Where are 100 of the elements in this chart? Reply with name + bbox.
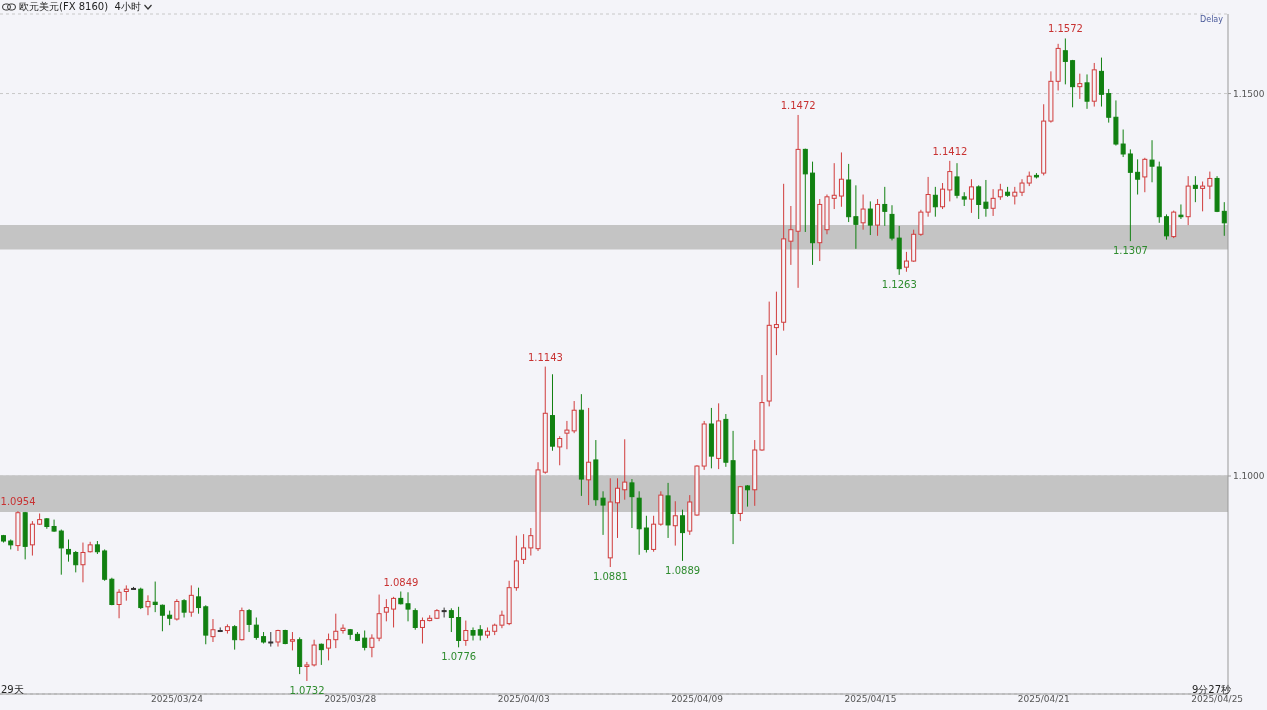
candlestick xyxy=(672,500,678,547)
candlestick xyxy=(1135,158,1141,196)
candlestick xyxy=(152,581,158,613)
annotation: 9分27秒 xyxy=(1192,683,1232,696)
candlestick xyxy=(773,291,779,356)
annotation: 1.1307 xyxy=(1112,245,1148,257)
candlestick xyxy=(882,186,888,227)
annotation: 1.1472 xyxy=(780,99,816,111)
candlestick xyxy=(246,608,252,633)
candlestick xyxy=(571,400,577,434)
x-tick-label: 2025/03/24 xyxy=(151,694,204,705)
candlestick xyxy=(1098,57,1104,108)
annotation: 1.0889 xyxy=(665,565,701,577)
candlestick xyxy=(528,527,534,557)
candlestick xyxy=(643,515,649,553)
candlestick xyxy=(383,598,389,622)
candlestick xyxy=(138,587,144,610)
candlestick xyxy=(976,184,982,220)
x-tick-label: 2025/04/25 xyxy=(1191,694,1244,705)
x-tick-label: 2025/03/28 xyxy=(324,694,377,705)
candlestick xyxy=(954,162,960,199)
candlestick xyxy=(405,591,411,622)
chart-title: 欧元美元(FX 8160) 4小时 xyxy=(19,0,141,14)
candlestick xyxy=(80,542,86,583)
candlestick xyxy=(210,618,216,643)
x-tick-label: 2025/04/15 xyxy=(844,694,897,705)
candlestick xyxy=(253,617,259,641)
candlestick xyxy=(745,484,751,508)
candlestick xyxy=(831,162,837,210)
annotation: 1.1572 xyxy=(1047,23,1083,35)
candlestick xyxy=(51,519,57,533)
candlestick xyxy=(1200,181,1206,212)
candlestick xyxy=(983,179,989,218)
candlestick xyxy=(1149,139,1155,183)
annotation: 1.0776 xyxy=(441,651,477,663)
annotation: 1.0881 xyxy=(592,571,628,583)
candlestick xyxy=(1178,203,1184,220)
candlestick xyxy=(174,598,180,622)
candlestick xyxy=(947,160,953,202)
candlestick xyxy=(145,594,151,616)
candlestick xyxy=(680,509,686,562)
candlestick xyxy=(615,477,620,539)
candlestick xyxy=(860,194,866,231)
x-tick-label: 2025/04/03 xyxy=(497,694,550,705)
candlestick xyxy=(940,182,946,210)
candlestick xyxy=(333,613,339,649)
candlestick xyxy=(1106,88,1112,124)
candlestick xyxy=(73,550,79,573)
candlestick xyxy=(1163,213,1169,241)
candlestick xyxy=(1221,201,1227,237)
x-tick-label: 2025/04/21 xyxy=(1017,694,1070,705)
candlestick xyxy=(622,438,628,501)
candlestick xyxy=(196,587,202,615)
candlestick xyxy=(867,200,873,236)
candlestick xyxy=(470,626,476,641)
candlestick xyxy=(990,188,996,217)
candlestick xyxy=(29,520,35,557)
candlestick xyxy=(1077,73,1083,100)
candlestick xyxy=(412,607,418,631)
candlestick xyxy=(362,630,368,651)
candlestick xyxy=(340,623,346,635)
candlestick xyxy=(456,606,462,648)
candlestick xyxy=(889,204,895,241)
candlestick xyxy=(448,607,454,633)
candlestick xyxy=(853,184,859,250)
candlestick xyxy=(875,198,881,237)
candlestick xyxy=(181,598,187,619)
candlestick xyxy=(629,478,635,529)
annotation: 1.1143 xyxy=(527,351,563,363)
candlestick xyxy=(1142,157,1148,193)
annotation: 1.1263 xyxy=(881,278,917,290)
annotation: Delay xyxy=(1200,15,1223,24)
candlestick xyxy=(159,604,165,632)
candlestick xyxy=(557,435,563,466)
candlestick xyxy=(1084,73,1090,110)
candlestick xyxy=(564,420,570,450)
candlestick xyxy=(600,490,606,536)
candlestick xyxy=(463,620,469,647)
candlestick xyxy=(326,633,332,661)
candlestick xyxy=(1192,175,1198,203)
annotation: 1.0732 xyxy=(289,685,325,697)
candlestick xyxy=(58,529,64,576)
x-tick-label: 2025/04/09 xyxy=(671,694,724,705)
candlestick xyxy=(586,407,592,506)
annotation: 1.1412 xyxy=(932,145,968,157)
candlestick xyxy=(419,617,425,645)
annotation: 1.0849 xyxy=(383,576,419,588)
candlestick xyxy=(1207,171,1213,200)
y-tick-label: 1.1500 xyxy=(1233,88,1265,99)
candlestick xyxy=(838,151,844,208)
candlestick xyxy=(116,588,122,619)
candlestick xyxy=(1127,148,1133,242)
y-tick-label: 1.1000 xyxy=(1233,471,1265,482)
candlestick xyxy=(66,538,72,563)
annotation: 1.0954 xyxy=(0,496,36,508)
candlestick xyxy=(232,624,238,651)
candlestick xyxy=(391,596,397,628)
candlestick xyxy=(188,584,194,618)
candlestick xyxy=(932,186,938,218)
candlestick xyxy=(441,607,447,619)
